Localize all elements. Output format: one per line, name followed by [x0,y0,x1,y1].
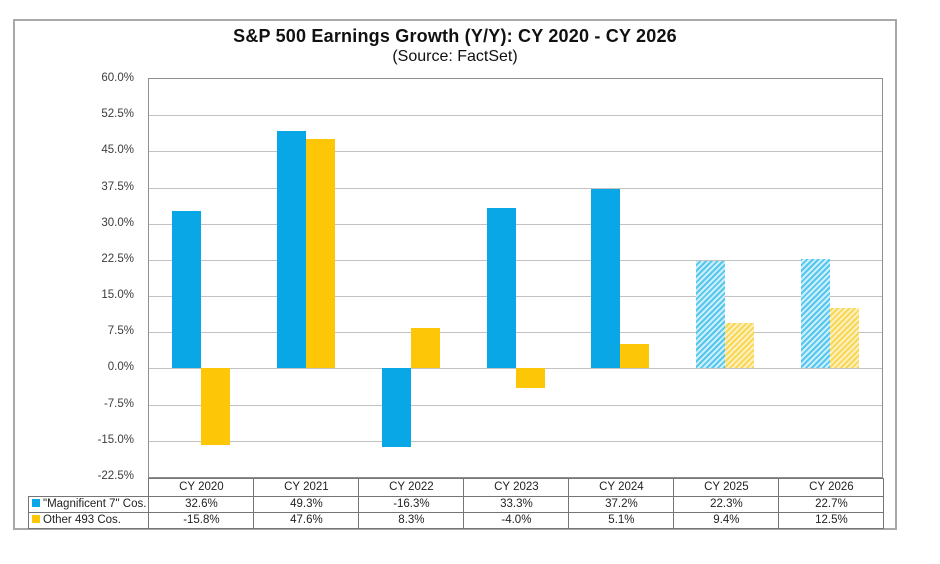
chart-title: S&P 500 Earnings Growth (Y/Y): CY 2020 -… [233,26,677,46]
value-cell: -16.3% [358,496,465,513]
y-tick-label: -22.5% [97,470,134,482]
y-tick-label: -15.0% [97,433,134,446]
series-label: "Magnificent 7" Cos. [43,498,147,510]
table-header-row: CY 2020 CY 2021 CY 2022 CY 2023 CY 2024 CY 20… [29,478,885,497]
table-header-cell: CY 2020 [148,478,255,497]
y-tick-label: -7.5% [103,397,134,410]
y-tick-label: 37.5% [101,180,134,193]
plot-area [148,78,883,478]
y-axis: 60.0% 52.5% 45.0% 37.5% 30.0% 22.5% 15.0% 7.5% 0… [38,72,140,482]
table-header-cell: CY 2025 [673,478,780,497]
bar-other493-cy2025 [724,323,754,369]
table-header-cell: CY 2024 [568,478,675,497]
value-cell: 22.3% [673,496,780,513]
bar-other493-cy2023 [515,368,545,388]
table-corner-cell [29,479,149,497]
table-header-cell: CY 2023 [463,478,570,497]
legend-swatch-icon [32,514,40,523]
bar-other493-cy2021 [306,138,336,369]
table-row: "Magnificent 7" Cos. 32.6% 49.3% -16.3% 33.3… [27,496,885,513]
y-tick-label: 22.5% [101,252,134,265]
bar-magnificent7-cy2023 [486,207,516,369]
value-cell: -4.0% [463,512,570,529]
chart-subtitle: (Source: FactSet) [392,48,518,65]
bar-other493-cy2020 [201,368,231,445]
value-cell: 8.3% [358,512,465,529]
gridline [149,259,882,261]
gridline [149,115,882,117]
gridline [149,151,882,153]
bar-magnificent7-cy2025 [695,260,725,369]
bar-other493-cy2022 [410,328,440,369]
bar-magnificent7-cy2026 [800,258,830,369]
value-cell: 22.7% [778,496,885,513]
bar-other493-cy2024 [620,343,650,369]
value-cell: 5.1% [568,512,675,529]
y-tick-label: 45.0% [101,144,134,157]
bar-magnificent7-cy2020 [172,211,202,369]
gridline [149,440,882,442]
gridline [149,404,882,406]
series-label-cell: Other 493 Cos. [27,512,150,529]
table-header-cell: CY 2021 [253,478,360,497]
bar-magnificent7-cy2022 [381,368,411,448]
series-label: Other 493 Cos. [43,514,121,526]
y-tick-label: 7.5% [107,325,134,338]
value-cell: 9.4% [673,512,780,529]
bar-other493-cy2026 [829,308,859,369]
value-cell: 49.3% [253,496,360,513]
y-tick-label: 15.0% [101,289,134,302]
y-tick-label: 52.5% [101,108,134,121]
y-tick-label: 30.0% [101,216,134,229]
value-cell: -15.8% [148,512,255,529]
bar-magnificent7-cy2021 [277,130,307,369]
value-cell: 12.5% [778,512,885,529]
legend-swatch-icon [32,498,40,507]
value-cell: 37.2% [568,496,675,513]
gridline [149,187,882,189]
table-header-cell: CY 2026 [778,478,885,497]
value-cell: 47.6% [253,512,360,529]
series-label-cell: "Magnificent 7" Cos. [27,496,150,513]
data-table: CY 2020 CY 2021 CY 2022 CY 2023 CY 2024 CY 20… [27,478,885,529]
bar-magnificent7-cy2024 [591,188,621,369]
value-cell: 33.3% [463,496,570,513]
y-tick-label: 60.0% [101,72,134,84]
gridline [149,332,882,334]
gridline [149,296,882,298]
table-row: Other 493 Cos. -15.8% 47.6% 8.3% -4.0% 5.1% 9.… [27,512,885,529]
gridline [149,223,882,225]
table-header-cell: CY 2022 [358,478,465,497]
value-cell: 32.6% [148,496,255,513]
y-tick-label: 0.0% [107,361,134,374]
